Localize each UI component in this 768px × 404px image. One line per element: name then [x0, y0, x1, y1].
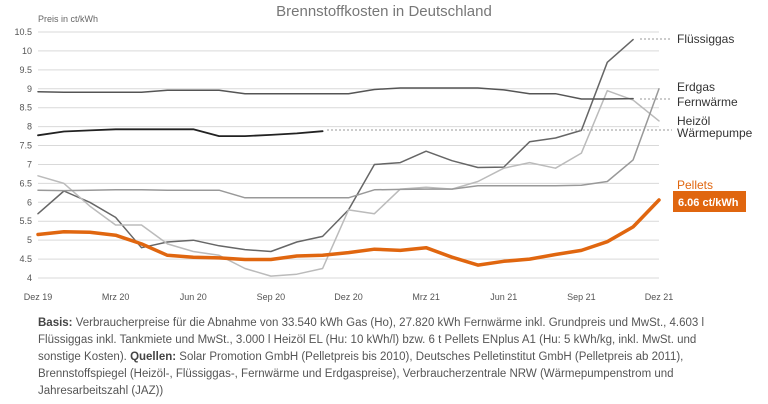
y-tick-label: 8 [27, 122, 32, 132]
y-axis-label: Preis in ct/kWh [38, 14, 98, 24]
chart-title: Brennstoffkosten in Deutschland [276, 3, 492, 20]
x-tick-label: Mrz 20 [102, 292, 130, 302]
y-tick-label: 7 [27, 159, 32, 169]
chart: Brennstoffkosten in Deutschland Preis in… [14, 3, 753, 302]
legend-pellets: Pellets [677, 178, 713, 192]
current-value-badge [673, 191, 746, 212]
y-tick-label: 10 [22, 46, 32, 56]
footnote-basis-text: Verbraucherpreise für die Abnahme von 33… [38, 317, 705, 363]
y-tick-label: 5.5 [19, 216, 32, 226]
y-axis-ticks: 4 4.5 5 5.5 6 6.5 7 7.5 8 8.5 9 9.5 10 10.5 [14, 27, 32, 283]
footnote-basis-label: Basis: [38, 317, 73, 329]
x-tick-label: Mrz 21 [412, 292, 440, 302]
legend-fernwaerme: Fernwärme [677, 95, 738, 109]
footnote-quellen-text: Solar Promotion GmbH (Pelletpreis bis 20… [38, 351, 684, 397]
legend-heizoel: Heizöl [677, 114, 710, 128]
y-tick-label: 10.5 [14, 27, 32, 37]
y-tick-label: 4 [27, 273, 32, 283]
grid [38, 31, 659, 279]
x-tick-label: Dez 21 [645, 292, 674, 302]
y-tick-label: 9.5 [19, 65, 32, 75]
x-tick-label: Jun 21 [490, 292, 517, 302]
series-line-fernwaerme [37, 88, 660, 199]
footnote-quellen-label: Quellen: [130, 351, 177, 363]
series-line-pellets [36, 198, 661, 267]
x-tick-label: Sep 21 [567, 292, 596, 302]
x-tick-label: Jun 20 [180, 292, 207, 302]
y-tick-label: 7.5 [19, 141, 32, 151]
x-axis-ticks: Dez 19 Mrz 20 Jun 20 Sep 20 Dez 20 Mrz 21 Jun … [24, 292, 674, 302]
current-value-label: 6.06 ct/kWh [678, 197, 739, 209]
series-lines [36, 38, 661, 277]
y-tick-label: 5 [27, 235, 32, 245]
x-tick-label: Sep 20 [257, 292, 286, 302]
y-tick-label: 6.5 [19, 178, 32, 188]
y-tick-label: 9 [27, 84, 32, 94]
y-tick-label: 6 [27, 197, 32, 207]
series-line-heizoel [37, 87, 634, 100]
series-line-erdgas [37, 89, 660, 277]
y-tick-label: 4.5 [19, 254, 32, 264]
y-tick-label: 8.5 [19, 103, 32, 113]
legend-erdgas: Erdgas [677, 80, 715, 94]
footnote: Basis: Verbraucherpreise für die Abnahme… [38, 315, 728, 400]
x-tick-label: Dez 19 [24, 292, 53, 302]
series-line-waermepumpe [37, 128, 324, 137]
legend-waermepumpe: Wärmepumpe [677, 126, 753, 140]
x-tick-label: Dez 20 [334, 292, 363, 302]
legend-fluessiggas: Flüssiggas [677, 32, 734, 46]
